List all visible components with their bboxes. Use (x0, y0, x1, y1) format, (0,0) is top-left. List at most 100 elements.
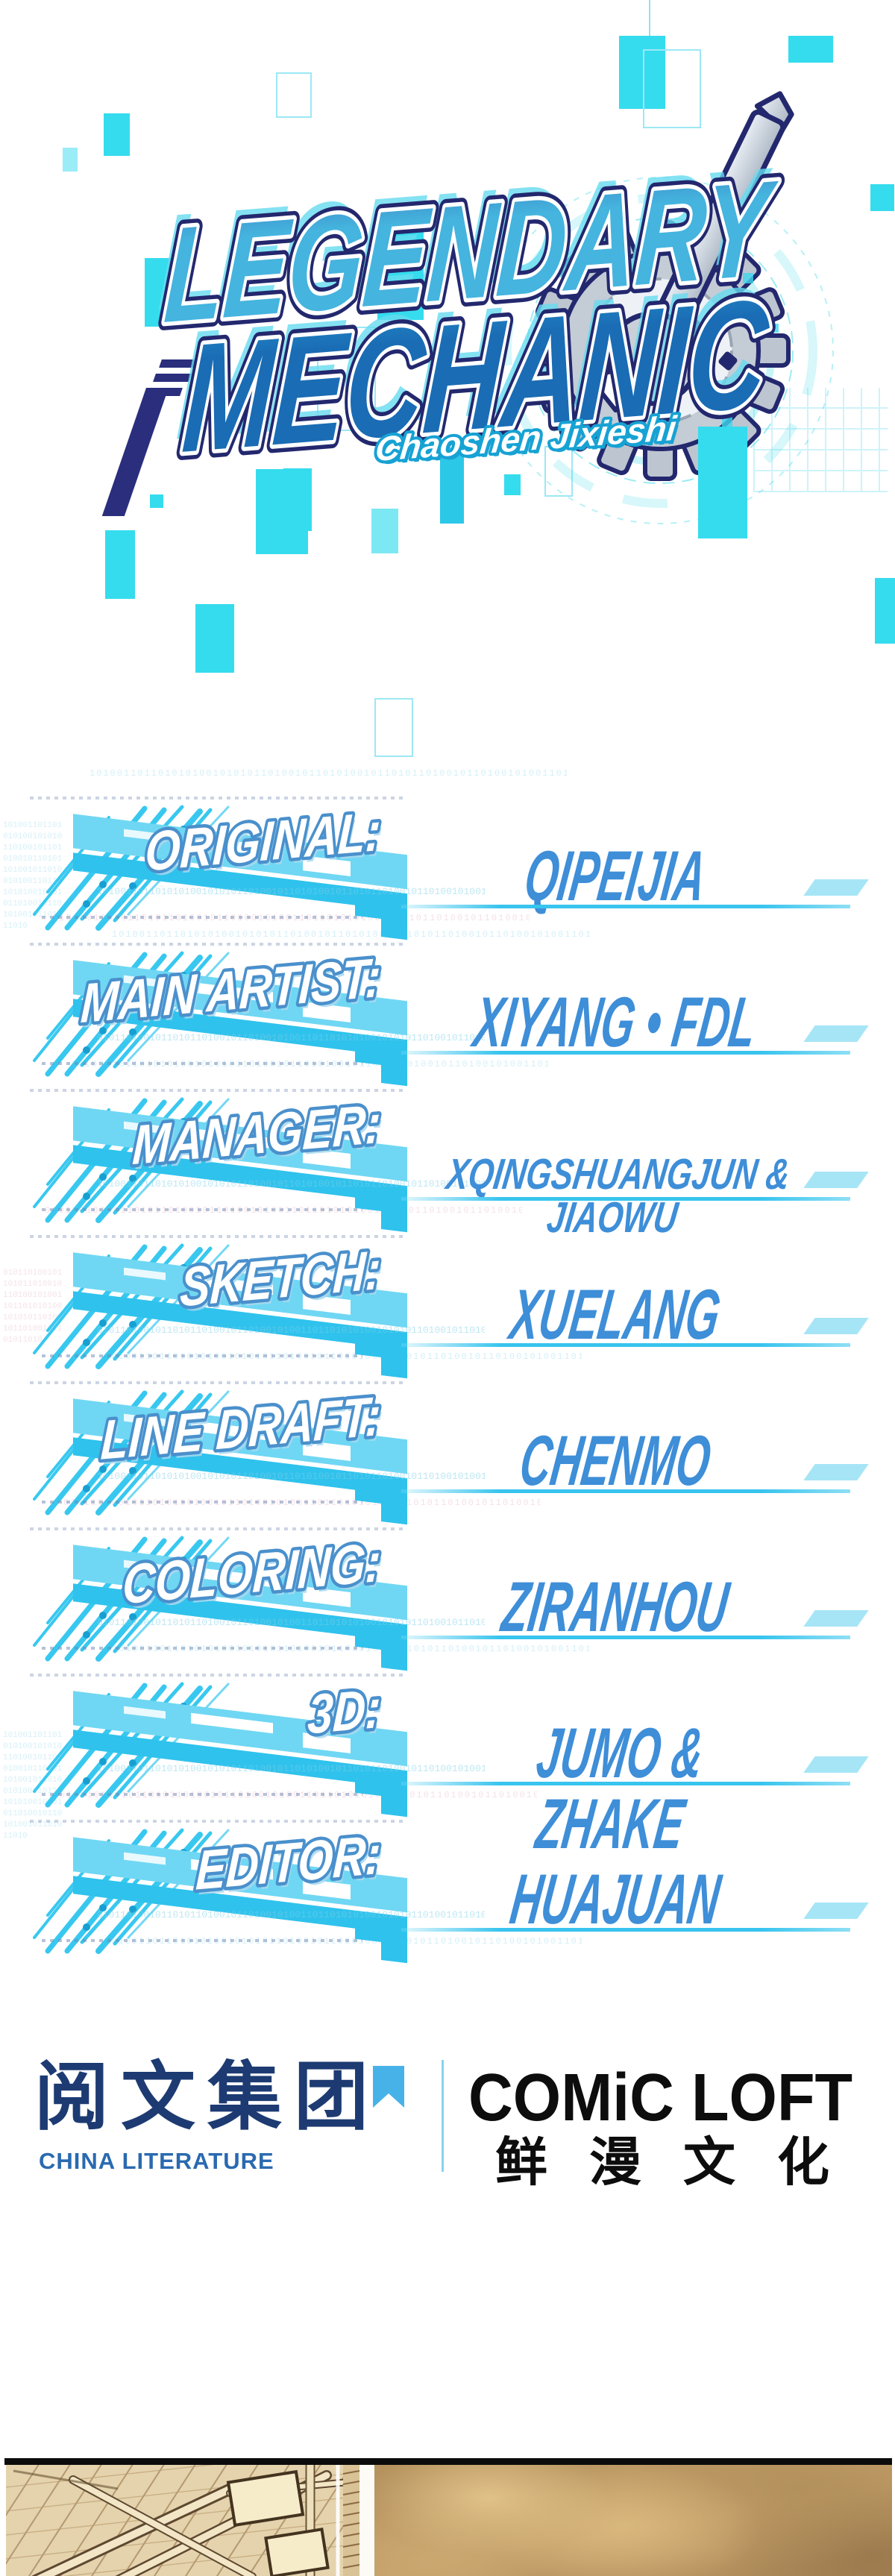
credit-name: CHENMO (515, 1421, 716, 1501)
underline-endcap (803, 1610, 869, 1627)
gear-wrench-emblem (486, 91, 834, 524)
underline-endcap (803, 879, 869, 896)
underline-endcap (803, 1172, 869, 1188)
pixel-rect (145, 258, 175, 327)
tick-row (30, 1381, 403, 1384)
pixel-rect-outline (317, 327, 376, 431)
credit-underline (401, 1782, 850, 1785)
binary-watermark-column: 1010011011010101001010101101001011010100… (3, 821, 63, 931)
credit-role: MAIN ARTIST:MAIN ARTIST: (76, 943, 385, 1040)
tick-row (30, 1235, 403, 1238)
credit-underline (401, 1343, 850, 1347)
pixel-rect (440, 447, 464, 524)
pixel-rect (105, 530, 135, 599)
tick-row (30, 797, 403, 799)
pixel-rect (875, 578, 895, 644)
svg-text:LINE DRAFT:: LINE DRAFT: (99, 1385, 382, 1471)
pixel-rect (788, 36, 833, 63)
wrench-icon (587, 91, 794, 413)
tick-row (30, 1820, 403, 1823)
tick-row (42, 916, 362, 919)
tick-row (42, 1939, 362, 1942)
comic-panel-building (6, 2465, 359, 2576)
credits-list: ORIGINAL: ORIGINAL: 101001101101010100101… (0, 797, 895, 1972)
credit-role: COLORING:COLORING: (118, 1528, 385, 1621)
credit-underline (401, 1197, 850, 1201)
credit-name: XIYANG • FDL (469, 983, 761, 1062)
logo-tail-stripe (159, 359, 201, 368)
credit-row-main-artist: MAIN ARTIST: MAIN ARTIST: 010110100101101… (0, 943, 895, 1095)
pixel-rect (63, 148, 78, 172)
logo-divider (442, 2060, 444, 2172)
credit-underline (401, 1636, 850, 1639)
binary-watermark: 0101101001011010110100101101001010011011… (97, 1032, 485, 1043)
underline-endcap (803, 1903, 869, 1919)
credit-role: EDITOR:EDITOR: (192, 1821, 386, 1907)
credit-role: ORIGINAL:ORIGINAL: (141, 797, 386, 888)
binary-watermark-column: 1010011011010101001010101101001011010100… (3, 1731, 63, 1841)
credit-role: LINE DRAFT:LINE DRAFT: (96, 1382, 385, 1477)
credit-name: ZIRANHOU (497, 1568, 733, 1647)
china-literature-logo-en: CHINA LITERATURE (39, 2148, 274, 2174)
credit-row-original: ORIGINAL: ORIGINAL: 101001101101010100101… (0, 797, 895, 949)
credit-name: HUAJUAN (506, 1860, 725, 1939)
comic-loft-logo-en: COMiC LOFT (468, 2061, 853, 2135)
svg-text:MANAGER:: MANAGER: (131, 1093, 383, 1176)
credit-role: 3D:3D: (304, 1674, 386, 1751)
logo-tail-stripe (153, 374, 192, 382)
dots-icon (682, 315, 738, 371)
credit-underline (401, 1928, 850, 1932)
binary-watermark: 1010011011010101001010101101001011010100… (90, 768, 567, 779)
binary-watermark: 1010011011010101001010101101001011010100… (97, 1763, 485, 1774)
credit-underline (401, 905, 850, 908)
svg-text:ORIGINAL:: ORIGINAL: (144, 800, 383, 883)
credit-name: QIPEIJIA (520, 837, 711, 916)
tick-row (30, 943, 403, 946)
credit-row-line-draft: LINE DRAFT: LINE DRAFT: 10100110110101010… (0, 1381, 895, 1533)
credit-row-editor: EDITOR: EDITOR: 0101101001011010110100101… (0, 1820, 895, 1972)
tick-row (30, 1089, 403, 1092)
pixel-rect (377, 219, 424, 320)
flag-icon (373, 2066, 404, 2108)
binary-watermark: 0101101001011010110100101101001010011011… (97, 1325, 485, 1336)
tick-row (42, 1647, 362, 1650)
credit-row-3d: 3D: 3D: 101001101101010100101010110100101… (0, 1674, 895, 1864)
svg-text:3D:: 3D: (309, 1683, 385, 1751)
pixel-rect (504, 474, 521, 495)
binary-watermark: 1010011011010101001010101101001011010100… (97, 1471, 485, 1482)
credit-row-manager: MANAGER: MANAGER: 10100110110101010010101… (0, 1089, 895, 1242)
credit-role: MANAGER:MANAGER: (128, 1090, 386, 1181)
tick-row (42, 1793, 362, 1796)
pixel-rect (195, 604, 234, 673)
pixel-rect-outline (276, 72, 312, 118)
underline-endcap (803, 1025, 869, 1042)
credit-underline (401, 1489, 850, 1493)
panel-border (4, 2458, 892, 2465)
tick-row (42, 1501, 362, 1504)
binary-watermark: 0101101001011010110100101101001010011011… (97, 1617, 485, 1628)
underline-endcap (803, 1318, 869, 1334)
china-literature-logo-cn: 阅文集团 (34, 2053, 380, 2140)
pixel-rect-outline (544, 446, 573, 497)
pixel-rect-outline (374, 698, 413, 757)
logo-tail-stripe (147, 388, 183, 396)
comic-panel-sky (374, 2465, 892, 2576)
comic-loft-logo-cn: 鲜漫文化 (495, 2132, 871, 2193)
tick-row (42, 1062, 362, 1065)
tick-row (30, 1674, 403, 1677)
tick-row (30, 1527, 403, 1530)
pixel-rect (619, 36, 665, 109)
credit-name: XQINGSHUANGJUN & JIAOWU (443, 1150, 794, 1242)
svg-text:MAIN ARTIST:: MAIN ARTIST: (79, 946, 382, 1034)
pixel-rect (150, 494, 163, 508)
underline-endcap (803, 1464, 869, 1480)
svg-text:3D:: 3D: (307, 1677, 383, 1746)
pixel-rect (104, 113, 130, 156)
binary-watermark: 1010011011010101001010101101001011010100… (97, 1178, 485, 1190)
pixel-rect (283, 468, 312, 531)
svg-text:COLORING:: COLORING: (121, 1531, 382, 1616)
underline-endcap (803, 1756, 869, 1773)
tick-row (42, 1354, 362, 1357)
credit-name: XUELANG (506, 1275, 725, 1354)
